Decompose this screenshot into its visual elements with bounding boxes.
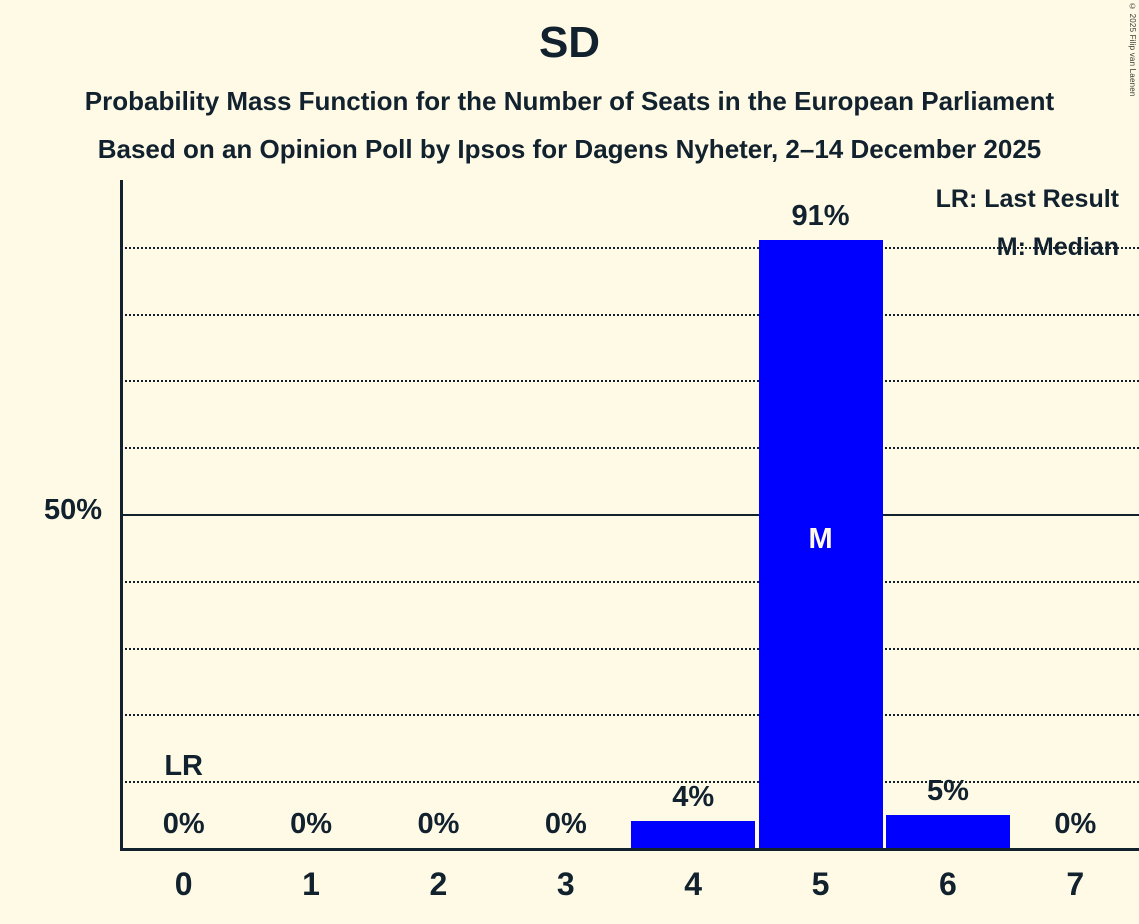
gridline: [120, 246, 1139, 249]
bar-value-label: 0%: [1054, 808, 1097, 840]
gridline: [120, 781, 1139, 784]
gridline: [120, 647, 1139, 650]
marker-label-m: M: [808, 523, 833, 556]
bar-value-label: 91%: [791, 200, 850, 233]
page-title: SD: [538, 18, 601, 67]
x-axis-tick-label: 1: [302, 866, 320, 902]
bar-value-label: 5%: [926, 774, 969, 807]
bar-value-label: 0%: [290, 808, 333, 840]
copyright-notice: © 2025 Filip van Laenen: [1128, 2, 1137, 97]
gridline: [120, 313, 1139, 316]
x-axis-tick-label: 5: [811, 866, 830, 902]
bar-value-label: 0%: [162, 808, 205, 840]
chart-subtitle-primary: Probability Mass Function for the Number…: [84, 86, 1055, 116]
x-axis-tick-label: 6: [939, 866, 957, 902]
gridline: [120, 580, 1139, 583]
x-axis-line: [120, 848, 1139, 851]
x-axis-tick-label: 7: [1066, 866, 1085, 902]
bar-value-label: 0%: [544, 808, 587, 840]
y-axis-tick-label: 50%: [43, 494, 102, 526]
y-axis-line: [120, 180, 123, 851]
bars-layer: [120, 180, 1139, 848]
gridline: [120, 714, 1139, 717]
bar-value-label: 0%: [417, 808, 460, 840]
bar: [885, 814, 1010, 848]
gridline: [120, 447, 1139, 450]
x-axis-tick-label: 3: [556, 866, 575, 902]
x-axis-tick-label: 2: [429, 866, 448, 902]
legend-entry-last-result: LR: Last Result: [935, 185, 1119, 213]
marker-label-lr: LR: [164, 750, 204, 782]
bar-value-label: 4%: [672, 781, 715, 814]
x-axis-tick-label: 0: [174, 866, 193, 902]
gridline-major: [120, 514, 1139, 516]
chart-subtitle-secondary: Based on an Opinion Poll by Ipsos for Da…: [97, 134, 1042, 164]
plot-area: [120, 180, 1139, 851]
bar: [631, 821, 756, 848]
bar: [758, 240, 883, 848]
gridline: [120, 380, 1139, 383]
x-axis-tick-label: 4: [684, 866, 703, 902]
